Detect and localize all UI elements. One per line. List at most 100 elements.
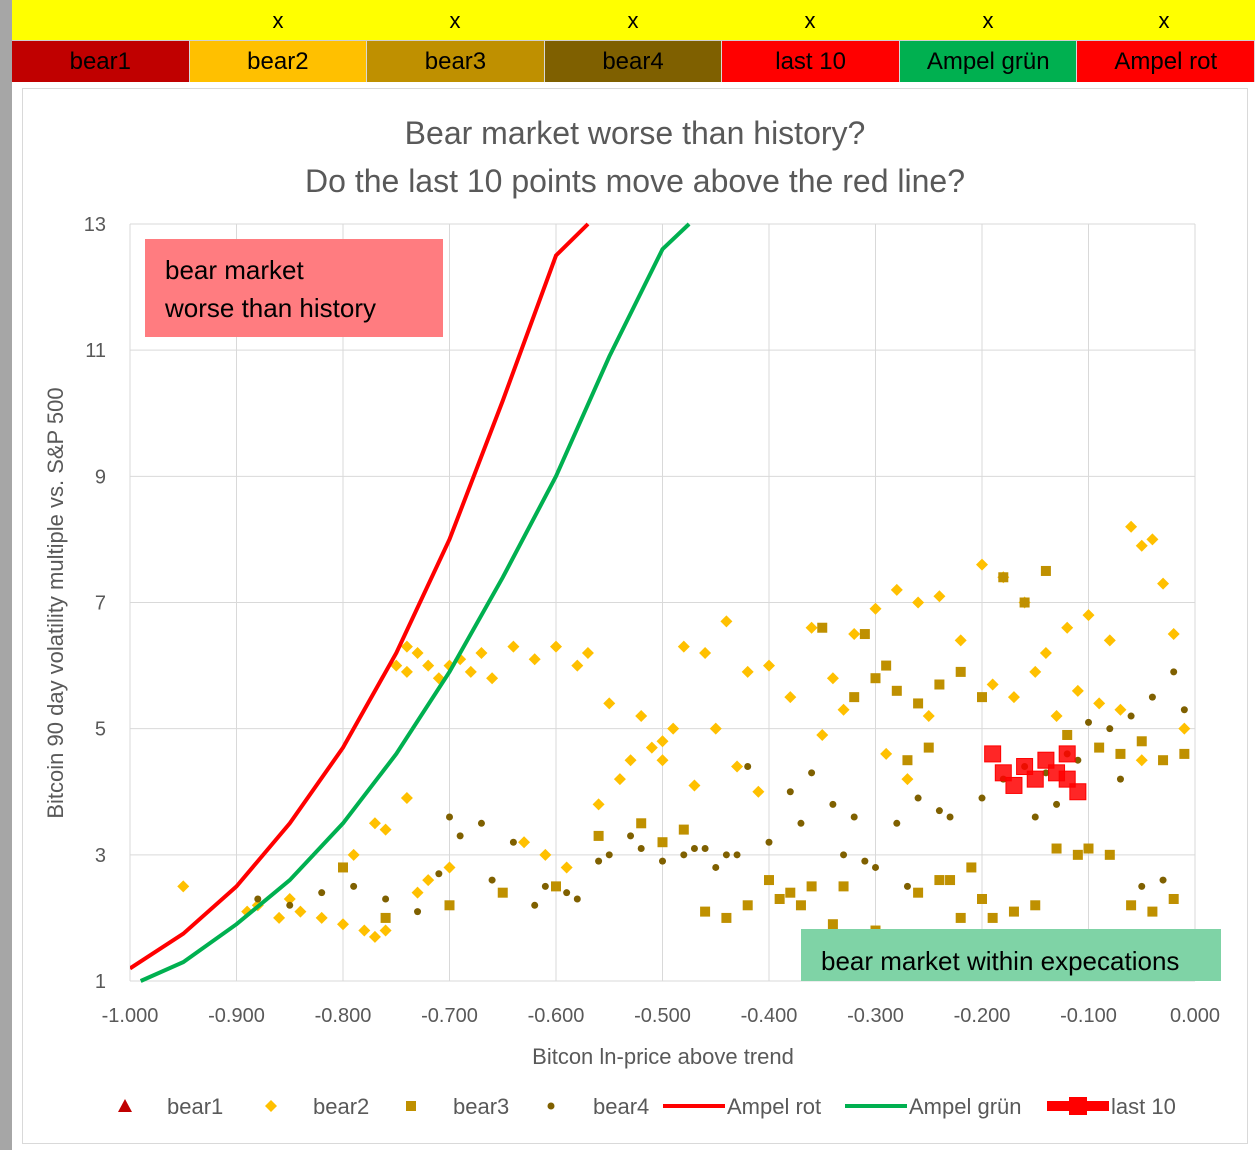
point-bear2: [741, 665, 754, 678]
y-tick-label: 13: [84, 214, 106, 236]
point-bear4: [541, 882, 549, 890]
point-bear2: [571, 659, 584, 672]
legend-key-bear4: [547, 1102, 555, 1110]
point-bear2: [1135, 754, 1148, 767]
legend-label-ampel-grün: Ampel grün: [909, 1094, 1022, 1119]
point-bear3: [678, 824, 689, 835]
point-bear2: [528, 653, 541, 666]
point-bear3: [1168, 893, 1179, 904]
legend-key-bear2: [265, 1100, 277, 1112]
point-bear3: [721, 912, 732, 923]
x-tick-label: -0.800: [315, 1005, 372, 1027]
point-bear2: [464, 665, 477, 678]
legend-swatch-bear4: bear4: [544, 41, 723, 82]
point-bear4: [286, 901, 294, 909]
point-bear2: [443, 861, 456, 874]
point-bear4: [722, 851, 730, 859]
point-bear2: [826, 672, 839, 685]
point-bear2: [592, 798, 605, 811]
point-bear2: [1093, 697, 1106, 710]
point-bear3: [913, 887, 924, 898]
x-tick-label: -0.600: [528, 1005, 585, 1027]
legend-swatch-bear1: bear1: [12, 41, 190, 82]
point-bear3: [1094, 742, 1105, 753]
point-bear2: [507, 640, 520, 653]
point-last-10: [1005, 776, 1023, 794]
x-tick-label: 0.000: [1170, 1005, 1220, 1027]
point-bear3: [870, 673, 881, 684]
point-bear2: [986, 678, 999, 691]
x-tick-label: -0.400: [741, 1005, 798, 1027]
point-bear2: [954, 634, 967, 647]
point-bear2: [411, 646, 424, 659]
point-bear2: [1178, 722, 1191, 735]
annotation-worse-text: bear market: [165, 255, 304, 285]
point-last-10: [994, 764, 1012, 782]
point-bear4: [680, 851, 688, 859]
point-bear3: [742, 900, 753, 911]
point-bear3: [955, 912, 966, 923]
header-mark: x: [272, 8, 284, 33]
point-bear2: [1007, 691, 1020, 704]
y-tick-label: 1: [95, 971, 106, 993]
annotation-within-text: bear market within expecations: [821, 946, 1179, 976]
point-bear3: [1019, 597, 1030, 608]
y-tick-label: 7: [95, 593, 106, 615]
point-bear3: [923, 742, 934, 753]
point-bear4: [712, 863, 720, 871]
annotation-worse-than-history: [145, 239, 443, 337]
legend-label-bear1: bear1: [167, 1094, 223, 1119]
point-bear3: [657, 837, 668, 848]
point-bear2: [1082, 609, 1095, 622]
point-bear4: [477, 819, 485, 827]
point-bear2: [273, 911, 286, 924]
point-bear4: [733, 851, 741, 859]
legend-key-bear1: [118, 1099, 132, 1112]
y-tick-label: 5: [95, 719, 106, 741]
point-bear3: [1158, 755, 1169, 766]
point-bear2: [1135, 539, 1148, 552]
point-bear4: [563, 889, 571, 897]
point-bear2: [400, 792, 413, 805]
point-bear2: [784, 691, 797, 704]
point-bear2: [912, 596, 925, 609]
point-bear3: [795, 900, 806, 911]
point-bear3: [764, 875, 774, 886]
point-bear3: [806, 881, 817, 892]
point-bear4: [573, 895, 581, 903]
point-bear3: [1179, 748, 1190, 759]
point-bear2: [1167, 628, 1180, 641]
point-bear3: [593, 830, 604, 841]
point-bear2: [283, 892, 296, 905]
point-bear4: [1053, 800, 1061, 808]
chart-title-line: Bear market worse than history?: [405, 115, 866, 151]
point-bear2: [656, 754, 669, 767]
y-tick-label: 3: [95, 845, 106, 867]
point-bear2: [368, 930, 381, 943]
point-bear4: [1138, 882, 1146, 890]
point-bear4: [861, 857, 869, 865]
point-bear3: [891, 685, 902, 696]
point-bear3: [817, 622, 828, 633]
point-bear2: [624, 754, 637, 767]
point-bear4: [382, 895, 390, 903]
point-bear3: [913, 698, 924, 709]
legend-swatch-ampel-grün: Ampel grün: [899, 41, 1078, 82]
point-bear2: [880, 747, 893, 760]
point-bear4: [1159, 876, 1167, 884]
point-bear2: [677, 640, 690, 653]
x-tick-label: -0.100: [1060, 1005, 1117, 1027]
point-last-10: [984, 745, 1002, 763]
point-bear2: [816, 728, 829, 741]
point-bear3: [955, 666, 966, 677]
series-color-legend: bear1 bear2 bear3 bear4 last 10 Ampel grün Amp…: [12, 40, 1255, 82]
point-bear2: [1050, 710, 1063, 723]
point-bear4: [318, 889, 326, 897]
point-bear3: [700, 906, 711, 917]
point-bear2: [688, 779, 701, 792]
point-bear3: [838, 881, 849, 892]
point-bear3: [966, 862, 977, 873]
point-bear4: [946, 813, 954, 821]
point-bear2: [379, 924, 392, 937]
